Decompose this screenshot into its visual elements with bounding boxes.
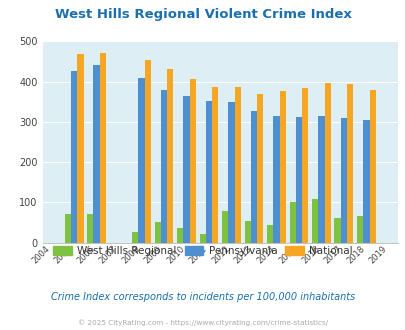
Bar <box>346 84 352 243</box>
Text: Crime Index corresponds to incidents per 100,000 inhabitants: Crime Index corresponds to incidents per… <box>51 292 354 302</box>
Bar <box>324 83 330 243</box>
Bar <box>144 60 151 243</box>
Bar <box>356 216 362 243</box>
Bar <box>295 116 301 243</box>
Bar <box>334 217 340 243</box>
Bar <box>199 234 205 243</box>
Legend: West Hills Regional, Pennsylvania, National: West Hills Regional, Pennsylvania, Natio… <box>49 242 356 260</box>
Bar <box>87 214 93 243</box>
Text: West Hills Regional Violent Crime Index: West Hills Regional Violent Crime Index <box>54 8 351 21</box>
Bar <box>311 199 318 243</box>
Bar <box>228 102 234 243</box>
Bar <box>244 221 250 243</box>
Bar <box>154 222 160 243</box>
Bar <box>362 120 369 243</box>
Bar <box>266 225 273 243</box>
Bar <box>273 116 279 243</box>
Bar <box>183 96 189 243</box>
Text: © 2025 CityRating.com - https://www.cityrating.com/crime-statistics/: © 2025 CityRating.com - https://www.city… <box>78 319 327 326</box>
Bar <box>160 90 167 243</box>
Bar <box>301 88 308 243</box>
Bar <box>64 214 71 243</box>
Bar <box>138 78 144 243</box>
Bar <box>177 228 183 243</box>
Bar <box>212 87 218 243</box>
Bar <box>189 80 196 243</box>
Bar <box>222 211 228 243</box>
Bar <box>100 53 106 243</box>
Bar <box>369 90 375 243</box>
Bar <box>234 87 240 243</box>
Bar <box>77 54 83 243</box>
Bar <box>93 65 100 243</box>
Bar <box>71 72 77 243</box>
Bar <box>318 116 324 243</box>
Bar <box>132 232 138 243</box>
Bar <box>256 94 263 243</box>
Bar <box>167 69 173 243</box>
Bar <box>205 101 212 243</box>
Bar <box>340 118 346 243</box>
Bar <box>250 111 256 243</box>
Bar <box>289 202 295 243</box>
Bar <box>279 91 285 243</box>
